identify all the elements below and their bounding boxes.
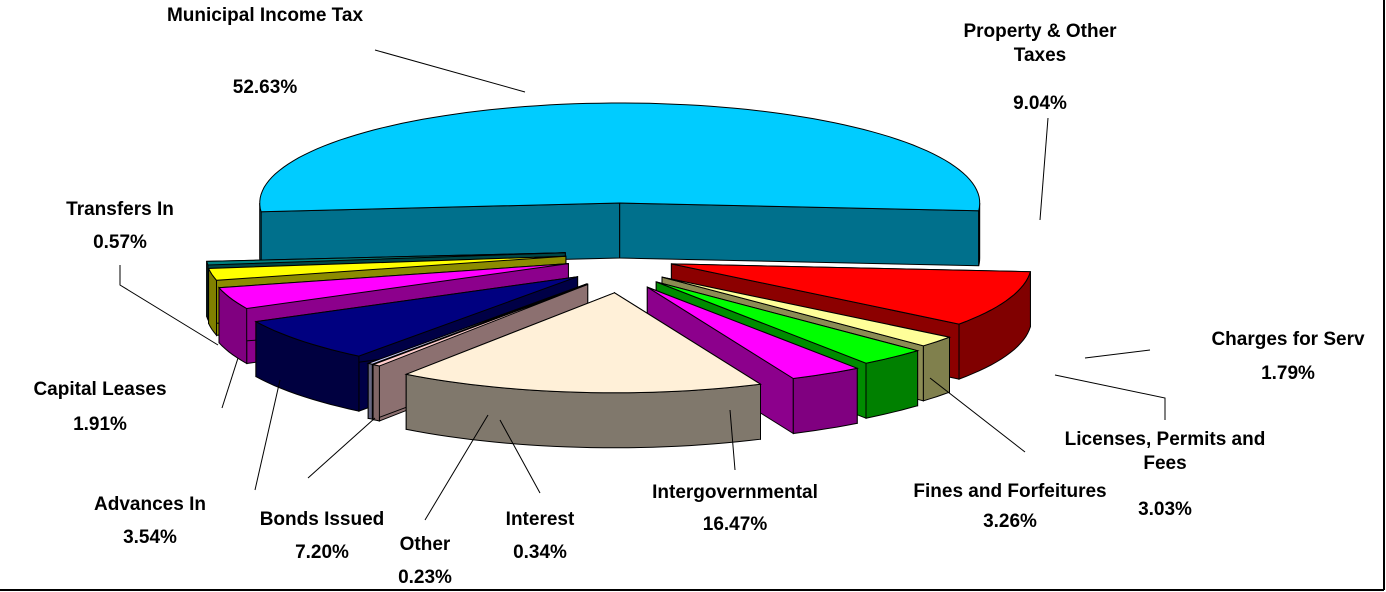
slice — [656, 281, 920, 364]
slice-wall — [978, 202, 981, 266]
value-label: 0.57% — [93, 232, 147, 253]
slice-wall — [372, 364, 380, 422]
leader-line — [374, 49, 526, 93]
pie — [206, 102, 1032, 449]
slice — [217, 263, 569, 310]
slice — [647, 286, 860, 380]
slice-label: Municipal Income Tax — [166, 5, 364, 26]
leader-line — [499, 419, 541, 494]
value-label: 3.54% — [123, 527, 177, 548]
slice-wall — [259, 202, 262, 267]
leader-line — [307, 417, 376, 479]
slice — [661, 276, 952, 347]
value-label: 0.34% — [513, 542, 567, 563]
slice — [207, 255, 566, 281]
value-label: 9.04% — [1013, 93, 1067, 114]
leader-line — [254, 379, 281, 491]
slice-label: Transfers In — [66, 199, 174, 220]
value-label: 52.63% — [232, 77, 298, 98]
slice-label: Intergovernmental — [652, 482, 818, 503]
leader-line — [424, 414, 489, 521]
leader-line — [729, 409, 736, 471]
leader-line — [119, 265, 219, 346]
leader-line — [929, 377, 1026, 453]
slice-label: Other — [399, 534, 451, 555]
slice-label: Advances In — [94, 494, 206, 515]
slice-wall — [367, 362, 373, 420]
slice — [404, 292, 762, 394]
slice-wall — [922, 336, 950, 402]
slice — [254, 276, 578, 357]
slice-side — [619, 202, 980, 267]
slice-wall — [206, 261, 209, 321]
leader-line — [221, 357, 239, 409]
value-label: 7.20% — [295, 542, 349, 563]
slice-label: Capital Leases — [33, 379, 167, 400]
slice-label: Charges for Serv — [1211, 329, 1365, 350]
slice-label: Licenses, Permits and Fees — [1064, 429, 1266, 474]
leader-line — [1039, 117, 1049, 221]
slice — [259, 102, 981, 213]
slice-wall — [792, 367, 858, 435]
value-label: 16.47% — [702, 514, 768, 535]
slice — [371, 283, 588, 367]
leader-line — [1054, 374, 1166, 420]
slice — [671, 263, 1032, 325]
value-label: 1.91% — [73, 414, 127, 435]
value-label: 3.03% — [1138, 499, 1192, 520]
slice-label: Interest — [505, 509, 575, 530]
slice — [366, 283, 588, 365]
slice — [206, 252, 566, 266]
value-label: 1.79% — [1261, 363, 1315, 384]
value-label: 3.26% — [983, 511, 1037, 532]
slice-label: Bonds Issued — [259, 509, 385, 530]
leader-line — [1084, 349, 1151, 359]
slice-label: Fines and Forfeitures — [913, 481, 1107, 502]
value-label: 0.23% — [398, 567, 452, 588]
slice-label: Property & Other Taxes — [963, 21, 1117, 66]
